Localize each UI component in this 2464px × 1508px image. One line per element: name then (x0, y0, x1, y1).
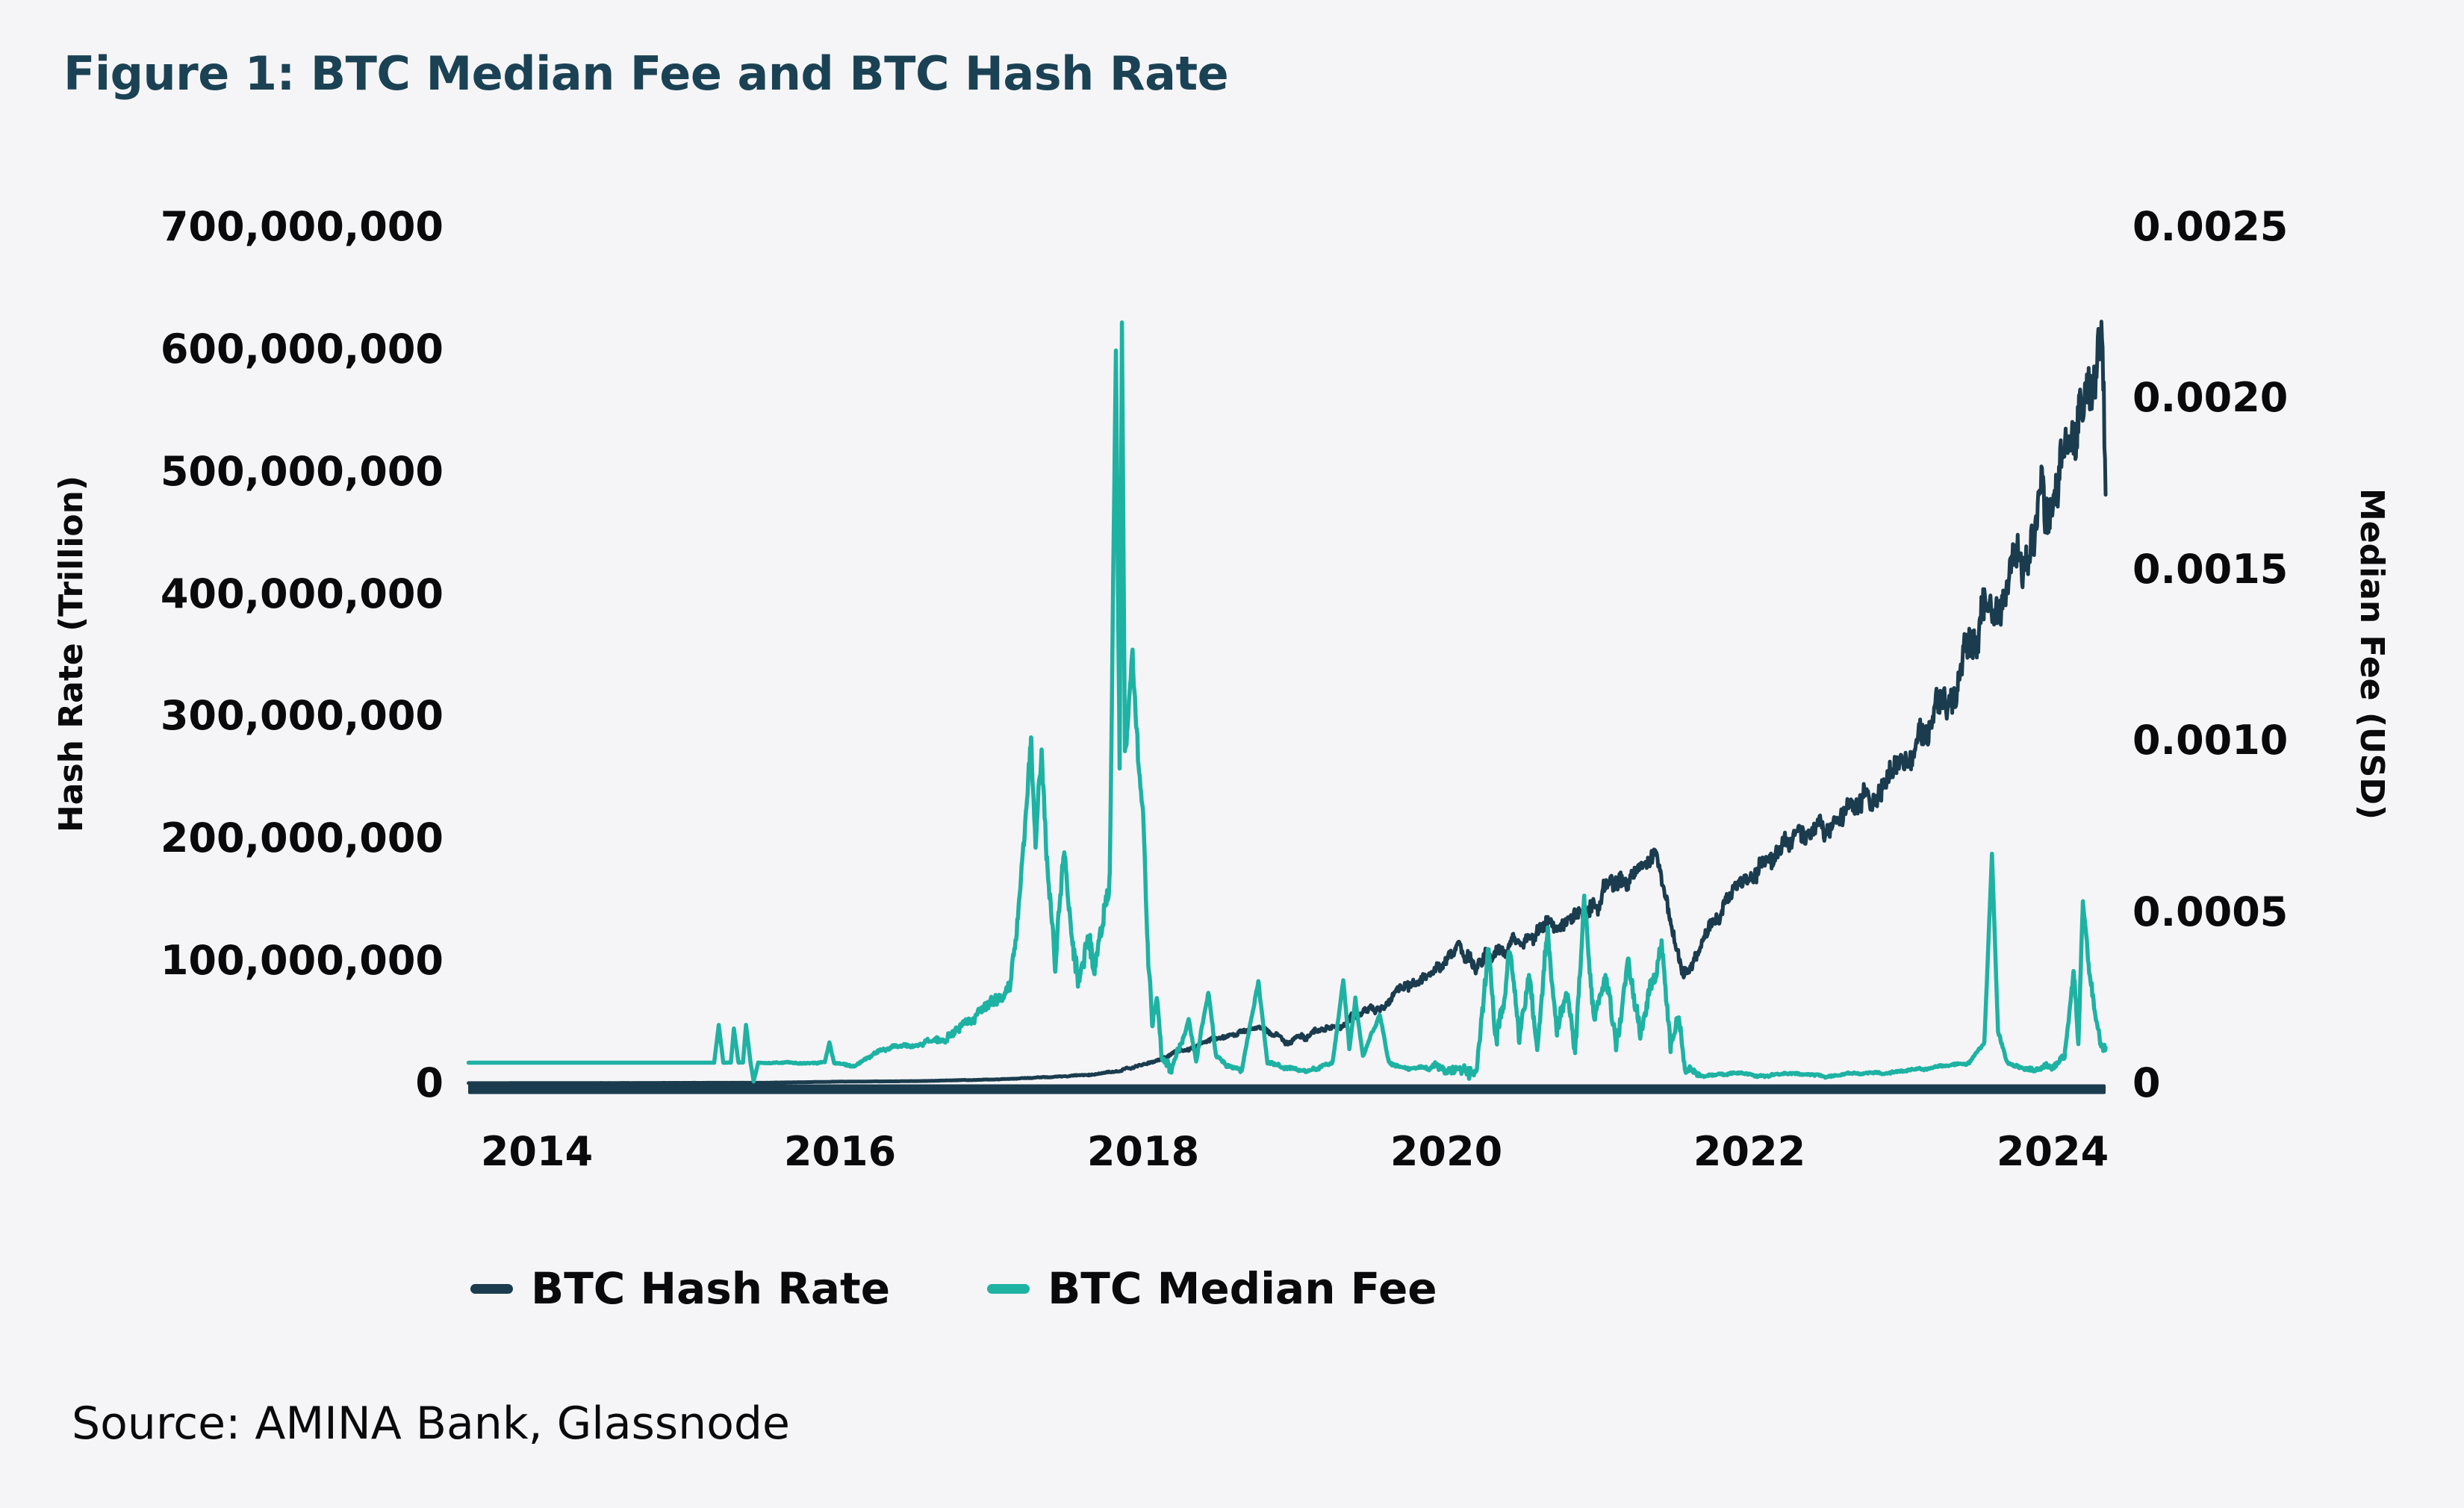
hash-rate-line-series (467, 320, 2108, 1085)
x-axis-tick-label: 2020 (1390, 1128, 1503, 1175)
x-axis-tick-label: 2024 (1996, 1128, 2109, 1175)
right-axis-title: Median Fee (USD) (2353, 488, 2391, 820)
right-axis-tick-label: 0.0015 (2132, 545, 2289, 593)
left-axis-tick-label: 600,000,000 (160, 325, 444, 373)
hash-rate-legend-marker (470, 1283, 513, 1294)
x-axis-tick-label: 2016 (783, 1128, 897, 1175)
left-axis-tick-label: 100,000,000 (160, 937, 444, 985)
figure-title: Figure 1: BTC Median Fee and BTC Hash Ra… (63, 46, 1229, 101)
right-axis-tick-label: 0 (2132, 1059, 2161, 1106)
left-axis-tick-label: 700,000,000 (160, 203, 444, 250)
median-fee-line-series (466, 320, 2108, 1084)
right-axis-tick-label: 0.0010 (2132, 717, 2289, 764)
x-axis-tick-label: 2018 (1086, 1128, 1200, 1175)
x-axis-line (468, 1084, 2106, 1094)
median-fee-legend-label: BTC Median Fee (1048, 1263, 1437, 1314)
x-axis-tick-label: 2022 (1693, 1128, 1806, 1175)
right-axis-tick-label: 0.0025 (2132, 203, 2289, 250)
right-axis-tick-label: 0.0005 (2132, 888, 2289, 935)
legend-item-median-fee: BTC Median Fee (987, 1267, 1437, 1310)
legend: BTC Hash Rate BTC Median Fee (470, 1264, 1437, 1313)
legend-item-hash-rate: BTC Hash Rate (470, 1267, 890, 1310)
left-axis-title: Hash Rate (Trillion) (52, 475, 90, 833)
median-fee-legend-marker (987, 1283, 1030, 1294)
x-axis-tick-label: 2014 (480, 1128, 594, 1175)
source-note: Source: AMINA Bank, Glassnode (72, 1398, 790, 1450)
right-axis-tick-label: 0.0020 (2132, 374, 2289, 422)
left-axis-tick-label: 0 (415, 1059, 444, 1106)
left-axis-tick-label: 500,000,000 (160, 447, 444, 495)
left-axis-tick-label: 300,000,000 (160, 692, 444, 740)
left-axis-tick-label: 200,000,000 (160, 814, 444, 862)
hash-rate-legend-label: BTC Hash Rate (531, 1263, 891, 1314)
left-axis-tick-label: 400,000,000 (160, 570, 444, 617)
